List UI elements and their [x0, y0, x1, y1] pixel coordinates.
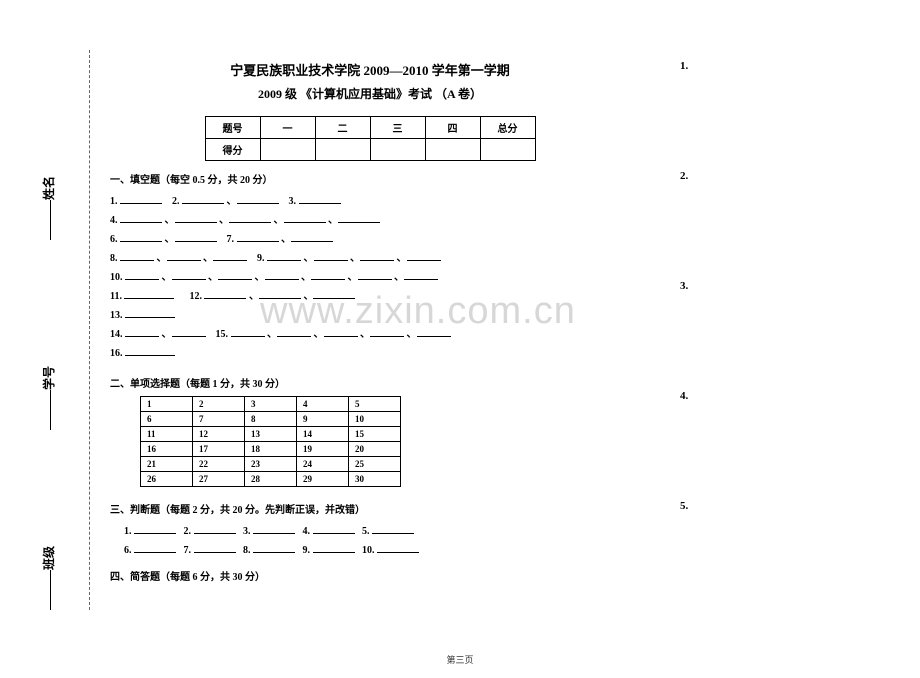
score-table: 题号 一 二 三 四 总分 得分	[205, 116, 536, 161]
page-footer: 第三页	[0, 653, 920, 666]
judge-row2: 6. 7. 8. 9. 10.	[110, 541, 630, 560]
mc-cell: 29	[297, 472, 349, 487]
table-row: 2627282930	[141, 472, 401, 487]
mc-cell: 27	[193, 472, 245, 487]
answer-numbers: 1. 2. 3. 4. 5.	[680, 60, 720, 610]
mc-cell: 4	[297, 397, 349, 412]
cell	[480, 139, 535, 161]
mc-cell: 26	[141, 472, 193, 487]
q-num: 3.	[680, 280, 720, 292]
table-row: 1617181920	[141, 442, 401, 457]
mc-cell: 7	[193, 412, 245, 427]
fill-blanks: 1. 2. 、 3. 4. 、 、 、 、 6. 、 7. 、 8. 、 、 9…	[110, 192, 630, 363]
title-line1: 宁夏民族职业技术学院 2009—2010 学年第一学期	[110, 60, 630, 79]
section1-heading: 一、填空题（每空 0.5 分，共 20 分）	[110, 171, 630, 186]
table-row: 得分	[205, 139, 535, 161]
label-name: 姓名	[40, 176, 57, 240]
section4-heading: 四、简答题（每题 6 分，共 30 分）	[110, 568, 630, 583]
binding-margin: 姓名 学号 班级	[30, 50, 90, 610]
judge-row1: 1. 2. 3. 4. 5.	[110, 522, 630, 541]
cell-label: 题号	[205, 117, 260, 139]
mc-cell: 6	[141, 412, 193, 427]
mc-cell: 9	[297, 412, 349, 427]
mc-cell: 3	[245, 397, 297, 412]
cell: 一	[260, 117, 315, 139]
table-row: 12345	[141, 397, 401, 412]
exam-body: 宁夏民族职业技术学院 2009—2010 学年第一学期 2009 级 《计算机应…	[110, 60, 630, 589]
mc-cell: 19	[297, 442, 349, 457]
label-class: 班级	[40, 546, 57, 610]
table-row: 题号 一 二 三 四 总分	[205, 117, 535, 139]
mc-cell: 5	[349, 397, 401, 412]
mc-cell: 2	[193, 397, 245, 412]
mc-cell: 1	[141, 397, 193, 412]
mc-cell: 15	[349, 427, 401, 442]
mc-cell: 28	[245, 472, 297, 487]
title-line2: 2009 级 《计算机应用基础》考试 （A 卷）	[110, 85, 630, 102]
cell	[370, 139, 425, 161]
cell: 二	[315, 117, 370, 139]
q-num: 5.	[680, 500, 720, 512]
mc-cell: 25	[349, 457, 401, 472]
q-num: 2.	[680, 170, 720, 182]
mc-cell: 30	[349, 472, 401, 487]
q-num: 1.	[680, 60, 720, 72]
table-row: 678910	[141, 412, 401, 427]
mc-cell: 12	[193, 427, 245, 442]
cell: 三	[370, 117, 425, 139]
mc-cell: 18	[245, 442, 297, 457]
mc-cell: 22	[193, 457, 245, 472]
mc-cell: 23	[245, 457, 297, 472]
cell	[260, 139, 315, 161]
cell: 总分	[480, 117, 535, 139]
cell	[315, 139, 370, 161]
mc-cell: 10	[349, 412, 401, 427]
mc-cell: 8	[245, 412, 297, 427]
q-num: 4.	[680, 390, 720, 402]
mc-cell: 14	[297, 427, 349, 442]
mc-table: 1234567891011121314151617181920212223242…	[140, 396, 401, 487]
table-row: 1112131415	[141, 427, 401, 442]
mc-cell: 20	[349, 442, 401, 457]
mc-cell: 11	[141, 427, 193, 442]
table-row: 2122232425	[141, 457, 401, 472]
mc-cell: 21	[141, 457, 193, 472]
mc-cell: 24	[297, 457, 349, 472]
mc-cell: 13	[245, 427, 297, 442]
mc-cell: 17	[193, 442, 245, 457]
section3-heading: 三、判断题（每题 2 分，共 20 分。先判断正误，并改错）	[110, 501, 630, 516]
section2-heading: 二、单项选择题（每题 1 分，共 30 分）	[110, 375, 630, 390]
cell-label: 得分	[205, 139, 260, 161]
mc-cell: 16	[141, 442, 193, 457]
cell	[425, 139, 480, 161]
label-student-id: 学号	[40, 366, 57, 430]
cell: 四	[425, 117, 480, 139]
